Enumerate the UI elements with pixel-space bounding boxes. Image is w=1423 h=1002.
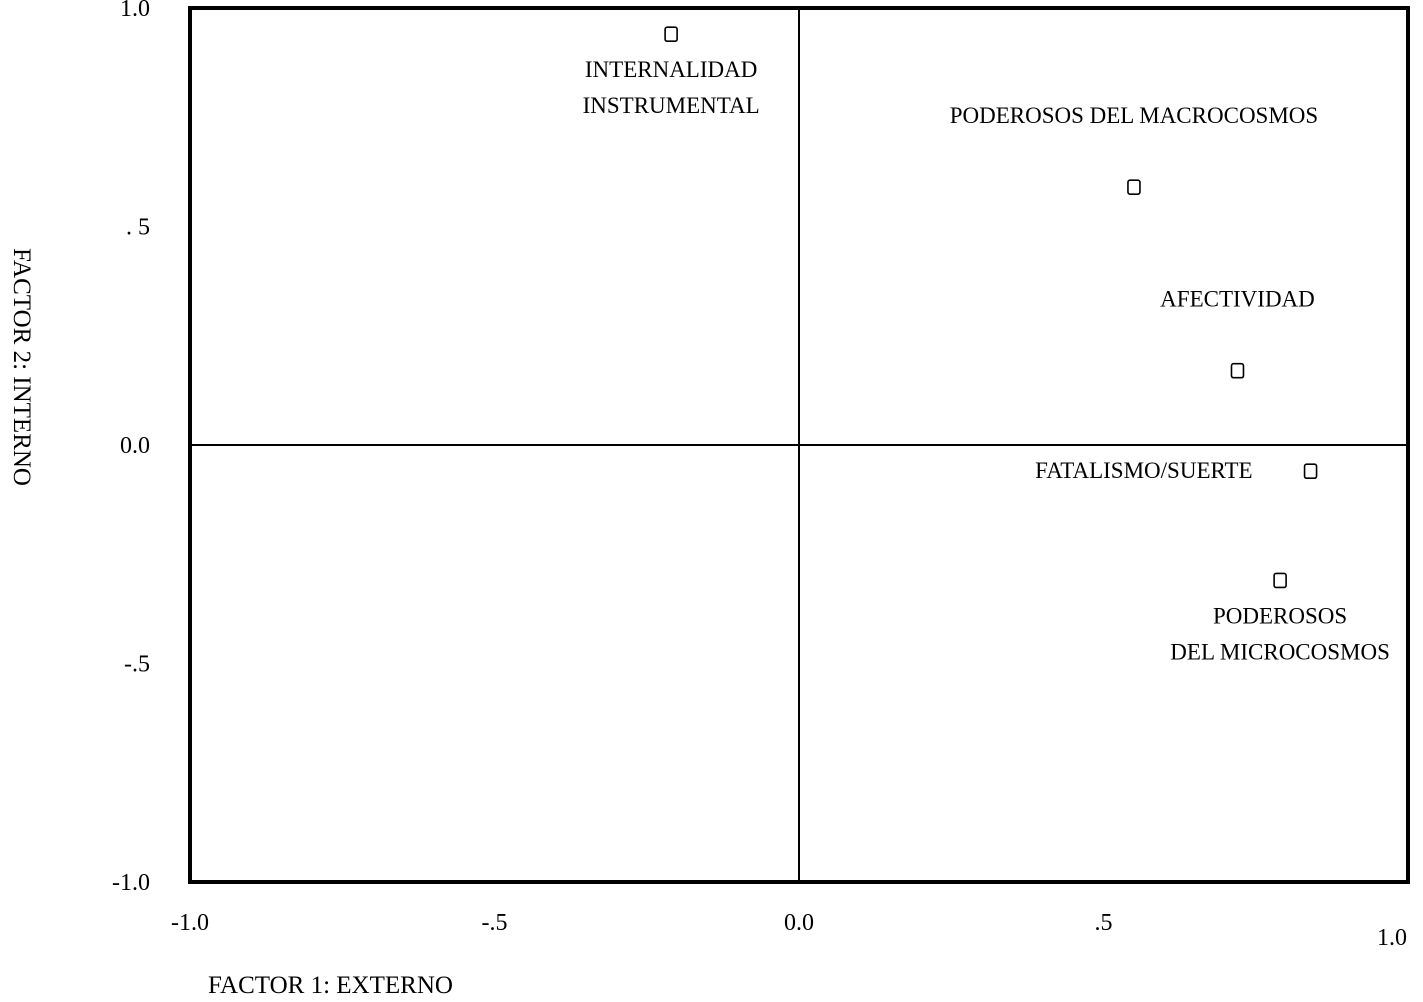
x-tick-label: -1.0 bbox=[171, 910, 209, 936]
y-tick-labels: 1.0 . 5 0.0 -.5 -1.0 bbox=[112, 0, 150, 896]
point-label: FATALISMO/SUERTE bbox=[1035, 458, 1252, 483]
point-marker bbox=[1303, 463, 1318, 480]
y-tick-label: . 5 bbox=[126, 215, 150, 241]
point-marker bbox=[664, 26, 678, 43]
point-marker bbox=[1230, 362, 1245, 379]
x-axis-title: FACTOR 1: EXTERNO bbox=[208, 972, 453, 999]
point-label: PODEROSOS bbox=[1213, 603, 1347, 628]
x-tick-labels: -1.0 -.5 0.0 .5 1.0 bbox=[171, 910, 1407, 951]
point-label: PODEROSOS DEL MACROCOSMOS bbox=[950, 103, 1319, 128]
point-marker bbox=[1273, 572, 1287, 589]
point-labels: INTERNALIDAD INSTRUMENTAL PODEROSOS DEL MA… bbox=[583, 57, 1390, 664]
point-label: AFECTIVIDAD bbox=[1160, 287, 1315, 312]
point-label: DEL MICROCOSMOS bbox=[1170, 639, 1390, 664]
point-marker bbox=[1127, 179, 1141, 195]
y-tick-label: 1.0 bbox=[120, 0, 150, 22]
data-points bbox=[664, 26, 1318, 589]
x-tick-label: -.5 bbox=[482, 910, 508, 936]
point-label: INTERNALIDAD bbox=[585, 57, 757, 82]
x-tick-label: 0.0 bbox=[784, 910, 814, 936]
x-tick-label: 1.0 bbox=[1377, 925, 1407, 951]
y-tick-label: 0.0 bbox=[120, 433, 150, 459]
point-label: INSTRUMENTAL bbox=[583, 93, 760, 118]
y-tick-label: -1.0 bbox=[112, 870, 150, 896]
y-tick-label: -.5 bbox=[124, 652, 150, 678]
x-tick-label: .5 bbox=[1095, 910, 1113, 936]
y-axis-title: FACTOR 2: INTERNO bbox=[8, 248, 35, 486]
